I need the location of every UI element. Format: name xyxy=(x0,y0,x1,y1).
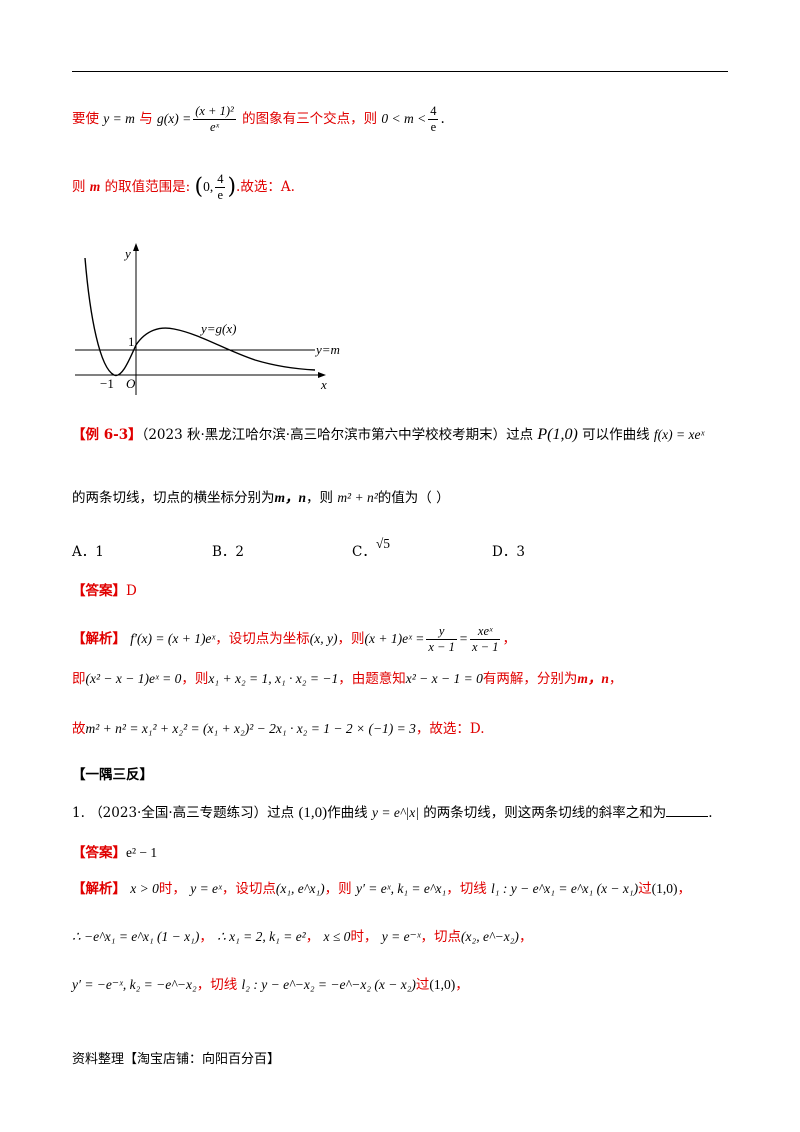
tick-neg-one-label: −1 xyxy=(100,376,114,391)
analysis-1-line-1: 【解析】 f′(x) = (x + 1)eˣ，设切点为坐标(x, y)，则(x … xyxy=(72,624,516,654)
analysis-1-line-3: 故m² + n² = x₁² + x₂² = (x₁ + x₂)² − 2x₁ … xyxy=(72,721,485,737)
line-label: y=m xyxy=(314,342,340,357)
analysis-2-line-1: 【解析】 x > 0时， y = eˣ，设切点(x₁, e^x₁)，则 y′ =… xyxy=(72,881,691,897)
question-1: 1. （2023·全国·高三专题练习）过点 (1,0)作曲线 y = e^|x|… xyxy=(72,804,713,821)
section-heading: 【一隅三反】 xyxy=(72,767,153,783)
origin-label: O xyxy=(126,376,136,391)
curve-label: y=g(x) xyxy=(199,321,236,336)
answer-2: 【答案】e² − 1 xyxy=(72,845,158,861)
g-fraction: (x + 1)² eˣ xyxy=(193,104,236,134)
x-axis-label: x xyxy=(320,377,327,392)
header-rule xyxy=(72,71,728,72)
line-intersection-condition: 要使 y = m 与 g(x) = (x + 1)² eˣ 的图象有三个交点，则 0… xyxy=(72,104,445,134)
slope-fraction-2: xeˣ x − 1 xyxy=(469,624,501,654)
page-footer: 资料整理【淘宝店铺：向阳百分百】 xyxy=(72,1052,281,1067)
option-d: D．3 xyxy=(492,544,525,560)
function-graph: y x O 1 −1 y=g(x) y=m xyxy=(75,243,340,395)
curve-g xyxy=(84,257,316,377)
example-question: 的两条切线，切点的横坐标分别为m，n，则 m² + n²的值为（ ） xyxy=(72,490,450,506)
option-c: C．√5 xyxy=(352,536,391,560)
x-axis-arrow xyxy=(318,372,326,378)
example-header: 【例 6-3】（2023 秋·黑龙江哈尔滨·高三哈尔滨市第六中学校校考期末）过点… xyxy=(72,426,705,443)
analysis-2-line-3: y′ = −e⁻ˣ, k₂ = −e^−x₂，切线 l₂ : y − e^−x₂… xyxy=(72,977,469,993)
option-a: A．1 xyxy=(72,544,104,560)
y-axis-arrow xyxy=(133,243,139,251)
line-range-answer: 则 m 的取值范围是: (0, 4 e).故选：A. xyxy=(72,172,295,202)
tick-one-label: 1 xyxy=(128,334,135,349)
analysis-1-line-2: 即(x² − x − 1)eˣ = 0，则x₁ + x₂ = 1, x₁ · x… xyxy=(72,671,623,687)
option-b: B．2 xyxy=(212,544,245,560)
y-axis-label: y xyxy=(123,246,131,261)
answer-1: 【答案】D xyxy=(72,583,137,599)
analysis-2-line-2: ∴ −e^x₁ = e^x₁ (1 − x₁)， ∴ x₁ = 2, k₁ = … xyxy=(72,929,533,945)
answer-blank xyxy=(666,804,709,817)
